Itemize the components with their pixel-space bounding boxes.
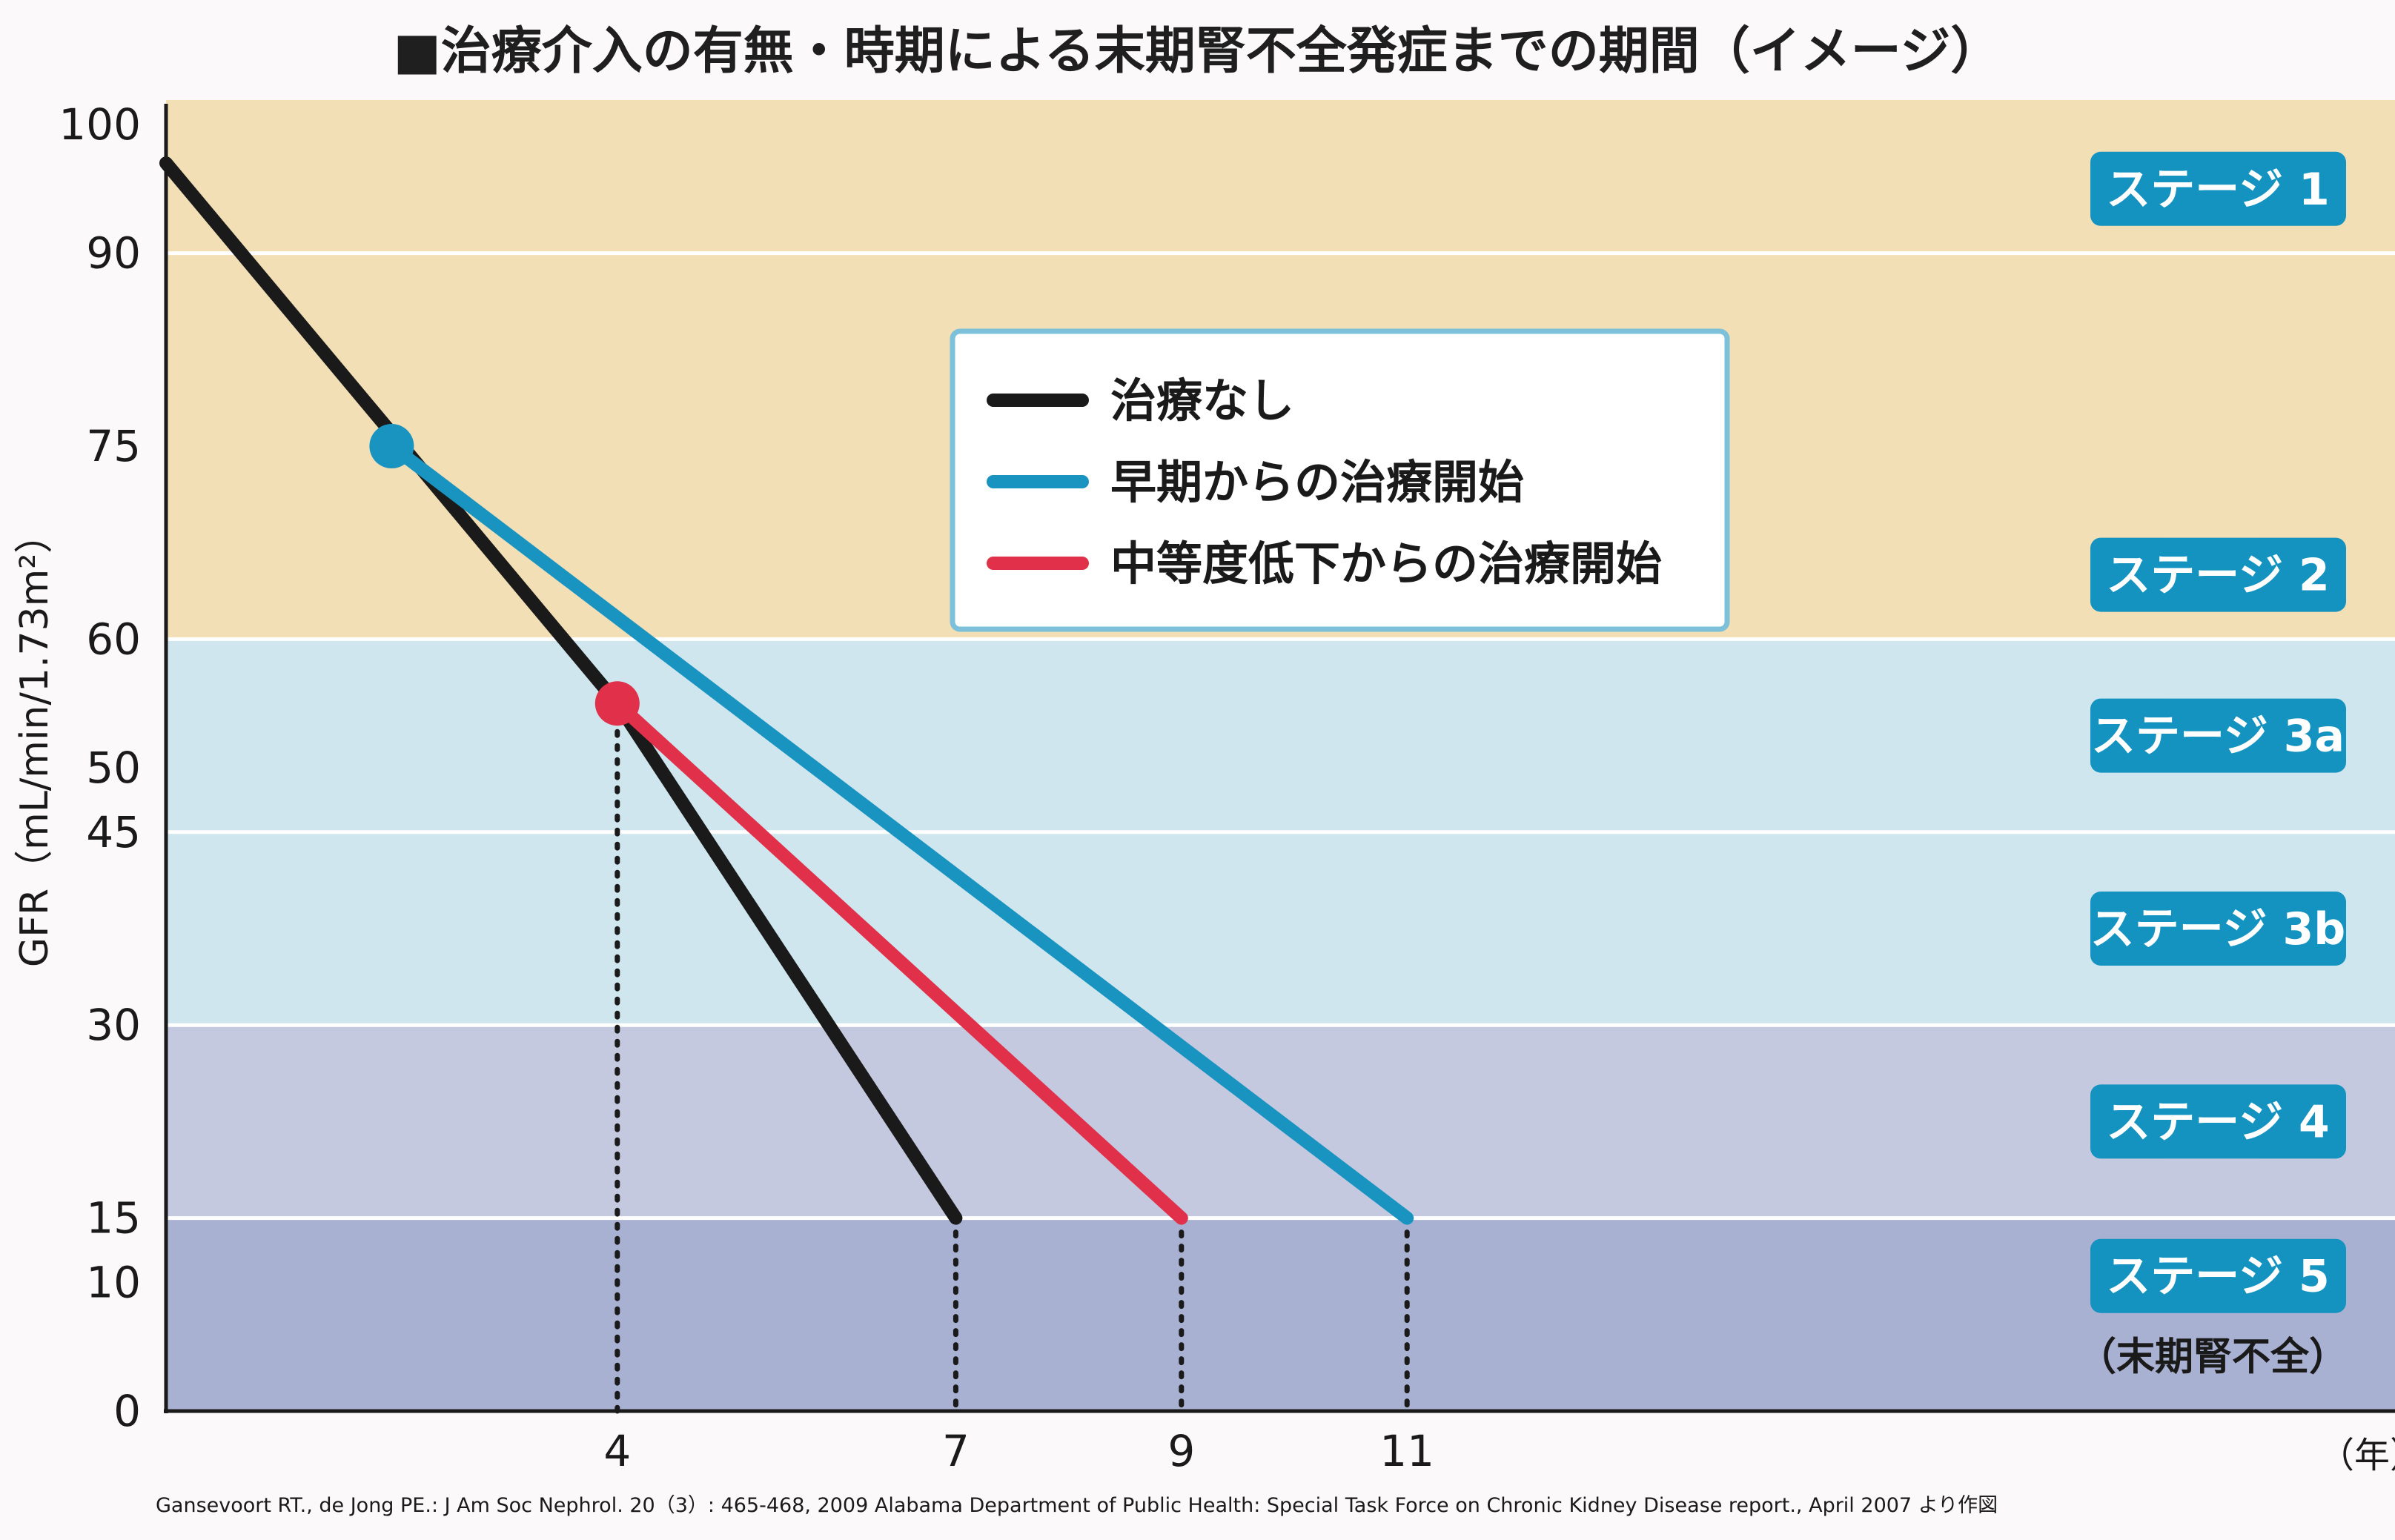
stage-badge-6 (2090, 1238, 2346, 1313)
legend-box (950, 328, 1730, 632)
x-axis-unit: （年） (2319, 1435, 2395, 1476)
y-tick-10: 10 (86, 1257, 141, 1307)
y-tick-15: 15 (86, 1193, 141, 1244)
stage-band-1 (166, 100, 2395, 253)
stage-badge-label-1: ステージ 1 (2106, 164, 2329, 216)
stage-badge-label-5: ステージ 4 (2106, 1096, 2329, 1148)
stage-band-4 (166, 832, 2395, 1026)
stage-badge-2 (2090, 537, 2346, 612)
y-tick-75: 75 (86, 421, 141, 471)
x-tick-4: 4 (603, 1426, 631, 1476)
axes (164, 104, 2395, 1413)
stage-badge-3 (2090, 698, 2346, 773)
dropdown-lines (615, 700, 1410, 1414)
legend-label-3: 中等度低下からの治療開始 (1110, 537, 1662, 591)
stage-badge-label-6: ステージ 5 (2106, 1251, 2329, 1303)
y-tick-labels: 0 10 15 30 45 50 60 75 90 100 (59, 99, 141, 1436)
stage-dividers (166, 251, 2395, 1221)
y-tick-100: 100 (59, 99, 141, 150)
stage-badge-5 (2090, 1084, 2346, 1159)
stage-badge-label-2: ステージ 2 (2106, 550, 2329, 602)
y-tick-30: 30 (86, 1000, 141, 1050)
series-line-2 (385, 439, 1414, 1225)
x-tick-11: 11 (1379, 1426, 1434, 1476)
stage-band-3 (166, 639, 2395, 832)
stage-badges: ステージ 1 ステージ 2 ステージ 3a ステージ 3b ステージ 4 ステージ 5 （末… (2078, 151, 2348, 1380)
x-tick-9: 9 (1167, 1426, 1195, 1476)
stage-bands (166, 100, 2395, 1411)
y-tick-45: 45 (86, 807, 141, 857)
stage-note-6: （末期腎不全） (2078, 1335, 2348, 1380)
stage-badge-label-3: ステージ 3a (2091, 711, 2345, 763)
x-tick-7: 7 (942, 1426, 970, 1476)
stage-badge-1 (2090, 151, 2346, 226)
y-tick-90: 90 (86, 228, 141, 279)
stage-badge-label-4: ステージ 3b (2090, 903, 2345, 955)
stage-band-6 (166, 1218, 2395, 1411)
series-start-marker-3 (594, 681, 640, 726)
y-tick-0: 0 (113, 1386, 141, 1436)
y-tick-50: 50 (86, 743, 141, 793)
legend-label-2: 早期からの治療開始 (1110, 455, 1524, 509)
chart-title: ■治療介入の有無・時期による末期腎不全発症までの期間（イメージ） (394, 22, 2001, 81)
source-citation: Gansevoort RT., de Jong PE.: J Am Soc Ne… (156, 1494, 1998, 1517)
series-start-marker-2 (369, 424, 414, 468)
series-line-3 (610, 697, 1188, 1225)
x-tick-labels: 4 7 9 11 (603, 1426, 1434, 1476)
y-axis-title: GFR（mL/min/1.73m²） (13, 515, 57, 967)
legend-label-1: 治療なし (1110, 374, 1294, 428)
y-tick-60: 60 (86, 614, 141, 664)
series-start-markers (369, 424, 640, 726)
stage-badge-4 (2090, 892, 2346, 966)
